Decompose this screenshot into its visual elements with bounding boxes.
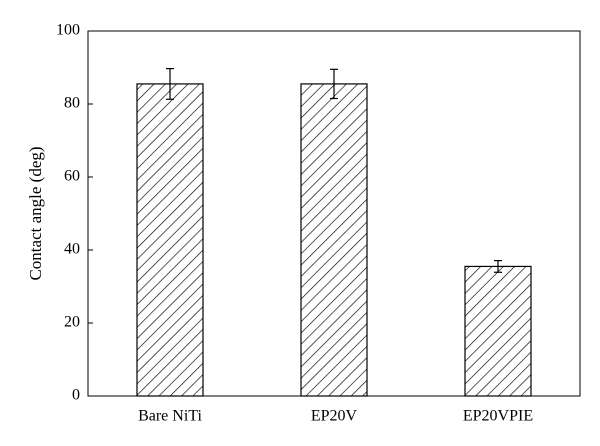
bar [136,83,204,397]
bar [464,265,532,397]
y-tick-label: 0 [72,387,80,404]
x-tick-label: Bare NiTi [138,408,202,425]
y-tick-label: 100 [56,22,80,39]
x-tick-label: EP20VPIE [463,408,533,425]
x-tick-label: EP20V [311,408,358,425]
y-axis-title: Contact angle (deg) [26,146,45,280]
bar [300,83,368,397]
y-tick-label: 60 [64,168,80,185]
y-tick-label: 40 [64,241,80,258]
y-tick-label: 20 [64,314,80,331]
y-tick-label: 80 [64,95,80,112]
